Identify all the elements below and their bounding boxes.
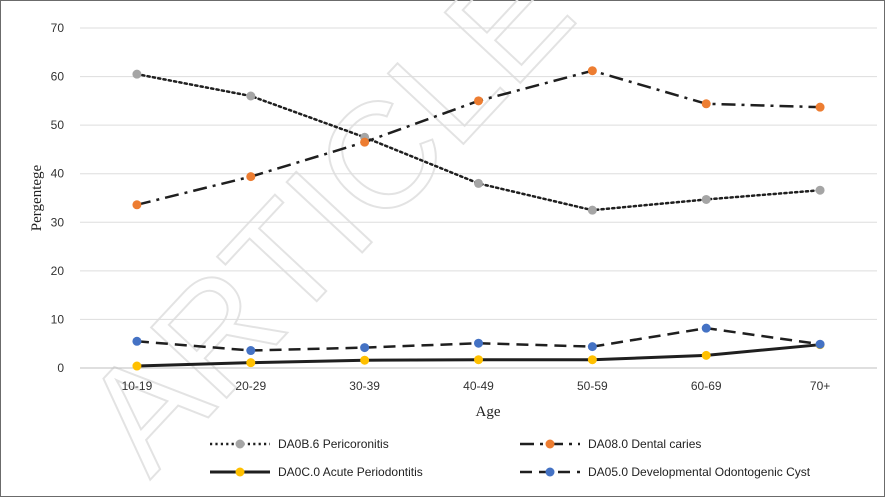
series-lines xyxy=(132,66,825,371)
x-tick-label: 20-29 xyxy=(235,379,266,393)
x-tick-labels: 10-19 20-29 30-39 40-49 50-59 60-69 70+ xyxy=(122,379,831,393)
data-point-s3-40-49 xyxy=(474,355,483,365)
data-point-s3-20-29 xyxy=(246,358,256,368)
data-point-s2-20-29 xyxy=(246,172,256,182)
data-point-s4-50-59 xyxy=(587,342,597,352)
legend-label-3: DA0C.0 Acute Periodontitis xyxy=(278,465,423,479)
y-tick-label: 40 xyxy=(51,167,65,181)
data-point-s3-50-59 xyxy=(587,355,597,365)
x-tick-label: 30-39 xyxy=(349,379,380,393)
legend-label-4: DA05.0 Developmental Odontogenic Cyst xyxy=(588,465,811,479)
y-tick-label: 0 xyxy=(57,361,64,375)
data-point-s2-70+ xyxy=(815,102,825,112)
data-point-s1-60-69 xyxy=(701,194,711,204)
x-tick-label: 50-59 xyxy=(577,379,608,393)
data-point-s4-40-49 xyxy=(474,338,483,348)
data-point-s2-30-39 xyxy=(360,137,370,147)
data-point-s1-40-49 xyxy=(474,178,483,188)
data-point-s1-50-59 xyxy=(587,205,597,215)
data-point-s2-60-69 xyxy=(701,99,711,109)
y-tick-label: 10 xyxy=(51,312,65,326)
x-tick-label: 70+ xyxy=(810,379,830,393)
data-point-s4-20-29 xyxy=(246,346,256,356)
y-tick-label: 50 xyxy=(51,118,65,132)
x-tick-label: 10-19 xyxy=(122,379,153,393)
x-axis-title: Age xyxy=(476,404,501,420)
data-point-s2-40-49 xyxy=(474,96,483,106)
legend-label-2: DA08.0 Dental caries xyxy=(588,437,701,451)
x-tick-label: 40-49 xyxy=(463,379,494,393)
y-tick-label: 60 xyxy=(51,70,65,84)
x-tick-label: 60-69 xyxy=(691,379,722,393)
legend-marker-3 xyxy=(235,467,245,477)
y-tick-label: 30 xyxy=(51,215,65,229)
legend-marker-1 xyxy=(235,439,245,449)
data-point-s1-20-29 xyxy=(246,91,256,101)
y-axis-title: Pergentege xyxy=(29,164,45,231)
data-point-s3-30-39 xyxy=(360,355,370,365)
gridlines xyxy=(80,27,877,369)
y-tick-label: 20 xyxy=(51,264,65,278)
legend-label-1: DA0B.6 Pericoronitis xyxy=(278,437,389,451)
data-point-s3-60-69 xyxy=(701,350,711,360)
data-point-s4-10-19 xyxy=(132,336,142,346)
legend-marker-2 xyxy=(545,439,555,449)
data-point-s4-70+ xyxy=(815,339,825,349)
data-point-s1-10-19 xyxy=(132,69,142,79)
y-tick-label: 70 xyxy=(51,21,65,35)
data-point-s4-60-69 xyxy=(701,323,711,333)
data-point-s1-70+ xyxy=(815,185,825,195)
legend-marker-4 xyxy=(545,467,555,477)
legend: DA0B.6 Pericoronitis DA08.0 Dental caries… xyxy=(210,437,811,479)
data-point-s2-10-19 xyxy=(132,200,142,210)
y-tick-labels: 0 10 20 30 40 50 60 70 xyxy=(51,21,65,375)
data-point-s3-10-19 xyxy=(132,361,142,371)
data-point-s2-50-59 xyxy=(587,66,597,76)
data-point-s4-30-39 xyxy=(360,343,370,353)
